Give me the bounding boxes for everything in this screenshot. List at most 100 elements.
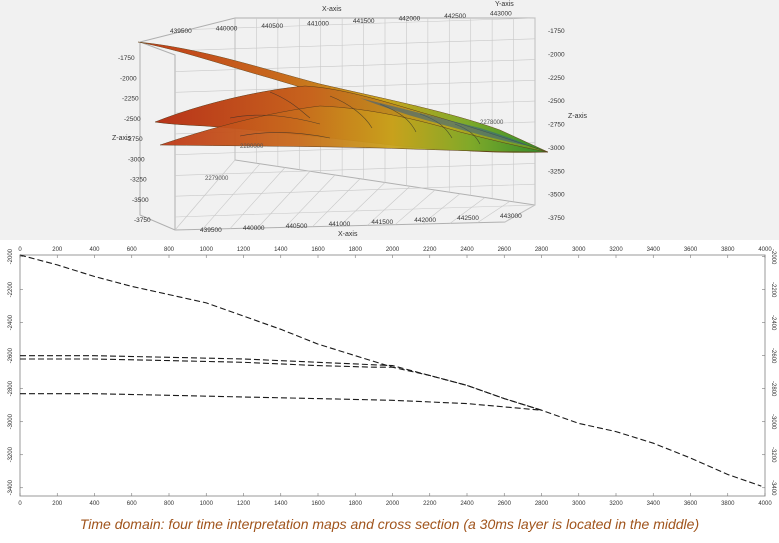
x-tick-label-bottom: 441500 xyxy=(371,219,393,226)
x-tick-label-top: 2200 xyxy=(423,247,437,253)
horizon-line-4 xyxy=(20,393,542,411)
x-tick-label-top: 1000 xyxy=(200,247,214,253)
x-tick-label-top: 441000 xyxy=(307,21,329,28)
surface-3d-svg: X-axis Y-axis Z-axis Z-axis X-axis 43950… xyxy=(112,1,588,238)
x-tick-label-bottom: 1000 xyxy=(200,501,214,507)
x-tick-label-bottom: 3800 xyxy=(721,501,735,507)
surface-dark-band xyxy=(360,98,530,146)
x-tick-label-top: 2800 xyxy=(535,247,549,253)
x-tick-label-top: 0 xyxy=(18,247,22,253)
y-tick-label-right: -3200 xyxy=(770,447,776,463)
x-tick-label-top: 441500 xyxy=(353,18,375,25)
x-tick-label-bottom: 1200 xyxy=(237,501,251,507)
y-tick-label-left: -3200 xyxy=(8,446,14,462)
z-tick-label-left: -2000 xyxy=(120,75,137,82)
x-axis-label-top: X-axis xyxy=(322,6,342,13)
y-tick-label-right: -3000 xyxy=(770,414,776,430)
x-tick-label-bottom: 4000 xyxy=(758,501,772,507)
z-axis-label-right: Z-axis xyxy=(568,113,588,120)
y-tick-label-right: -2800 xyxy=(770,381,776,397)
x-tick-label-top: 443000 xyxy=(490,11,512,18)
x-tick-label-bottom: 200 xyxy=(52,501,63,507)
grid-line xyxy=(174,17,536,31)
grid-line xyxy=(284,174,336,228)
x-tick-label-top: 3800 xyxy=(721,247,735,253)
y-tick-label-left: -2800 xyxy=(8,380,14,396)
grid-line xyxy=(367,186,411,226)
x-tick-label-top: 200 xyxy=(52,247,63,253)
x-tick-label-top: 440000 xyxy=(216,26,238,33)
surface-3d-view: X-axis Y-axis Z-axis Z-axis X-axis 43950… xyxy=(0,0,779,240)
x-tick-label-bottom: 1400 xyxy=(274,501,288,507)
x-tick-label-top: 800 xyxy=(164,247,175,253)
grid-line xyxy=(202,163,261,230)
x-tick-label-top: 4000 xyxy=(758,247,772,253)
y-tick-label-left: -2600 xyxy=(8,347,14,363)
plot-frame xyxy=(19,254,766,497)
x-tick-label-bottom: 2800 xyxy=(535,501,549,507)
y-tick-label-left: -2400 xyxy=(8,314,14,330)
grid-line xyxy=(174,204,536,218)
z-tick-label-left: -3250 xyxy=(130,177,147,184)
x-tick-label-bottom: 440000 xyxy=(243,225,265,232)
z-tick-label-right: -2000 xyxy=(548,51,565,58)
z-tick-label-right: -2500 xyxy=(548,98,565,105)
x-axis-label-bottom: X-axis xyxy=(338,231,358,238)
x-tick-label-top: 3600 xyxy=(684,247,698,253)
grid-line xyxy=(394,189,436,225)
x-tick-label-top: 442000 xyxy=(399,16,421,23)
x-tick-label-top: 2000 xyxy=(386,247,400,253)
x-tick-label-bottom: 2600 xyxy=(498,501,512,507)
z-tick-label-right: -3500 xyxy=(548,192,565,199)
cross-section-lines xyxy=(19,254,762,487)
x-tick-label-top: 1600 xyxy=(311,247,325,253)
z-tick-label-left: -1750 xyxy=(118,55,135,62)
x-tick-label-bottom: 440500 xyxy=(286,223,308,230)
horizon-line-2 xyxy=(20,355,542,411)
grid-line xyxy=(174,80,536,93)
x-tick-label-bottom: 1600 xyxy=(311,501,325,507)
y-tick-label-right: -2000 xyxy=(770,249,776,265)
x-tick-label-bottom: 3400 xyxy=(647,501,661,507)
x-tick-label-top: 440500 xyxy=(261,23,283,30)
grid-line xyxy=(257,171,311,229)
x-tick-label-bottom: 0 xyxy=(18,501,22,507)
surface-lower xyxy=(159,105,549,153)
y-tick-label: 2279000 xyxy=(205,176,229,182)
y-axis-label-top: Y-axis xyxy=(495,1,514,8)
cross-section-panel: 0 200 400 600 800 1000 1200 1400 1600 1800 2000 220… xyxy=(0,240,779,513)
x-tick-label-top: 2400 xyxy=(460,247,474,253)
z-tick-label-left: -2250 xyxy=(122,96,139,103)
figure-caption: Time domain: four time interpretation ma… xyxy=(79,516,700,532)
x-tick-label-top: 3400 xyxy=(647,247,661,253)
cross-section-svg: 0 200 400 600 800 1000 1200 1400 1600 1800 2000 220… xyxy=(8,247,776,507)
x-tick-label-bottom: 400 xyxy=(89,501,100,507)
y-tick-label-left: -2000 xyxy=(8,248,14,264)
y-tick-label-right: -2400 xyxy=(770,315,776,331)
x-tick-label-bottom: 439500 xyxy=(200,227,222,234)
grid-line xyxy=(422,193,461,225)
z-tick-label-left: -2500 xyxy=(124,116,141,123)
cross-section-ticks: 0 200 400 600 800 1000 1200 1400 1600 1800 2000 220… xyxy=(8,247,776,507)
y-tick-label: 2280000 xyxy=(240,144,264,150)
z-tick-label-left: -2750 xyxy=(126,136,143,143)
x-tick-label-bottom: 2200 xyxy=(423,501,437,507)
x-tick-label-top: 442500 xyxy=(444,13,466,20)
x-tick-label-bottom: 3000 xyxy=(572,501,586,507)
grid-line xyxy=(174,163,536,176)
z-tick-label-right: -3750 xyxy=(548,215,565,222)
y-tick-label-right: -3400 xyxy=(770,480,776,496)
y-tick-label-left: -3000 xyxy=(8,413,14,429)
x-tick-label-bottom: 442000 xyxy=(414,217,436,224)
y-tick-label: 2278000 xyxy=(480,120,504,126)
grid-line xyxy=(504,204,536,223)
x-tick-label-bottom: 442500 xyxy=(457,215,479,222)
x-tick-label-bottom: 443000 xyxy=(500,213,522,220)
z-tick-label-left: -3750 xyxy=(134,217,151,224)
x-tick-label-bottom: 600 xyxy=(127,501,138,507)
grid-line xyxy=(449,197,486,224)
grid-line xyxy=(174,59,536,72)
x-tick-label-bottom: 3600 xyxy=(684,501,698,507)
x-tick-label-top: 1800 xyxy=(349,247,363,253)
ticks-3d: 439500 440000 440500 441000 441500 442000 4425… xyxy=(118,11,565,235)
